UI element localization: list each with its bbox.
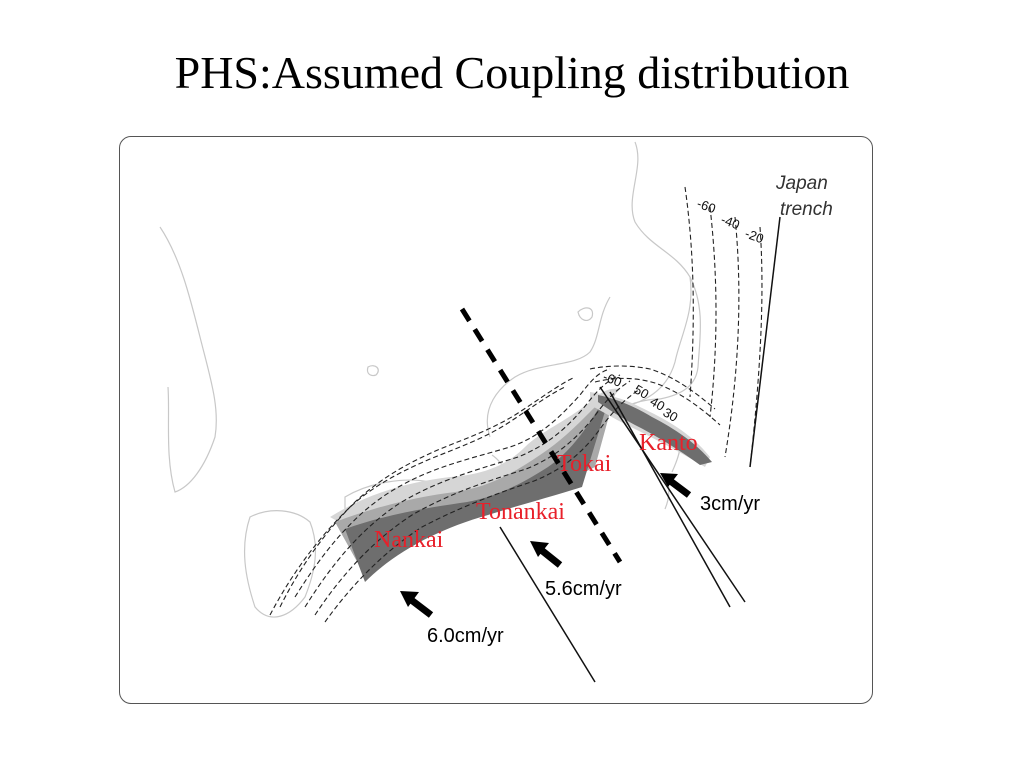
plate-lines (459, 216, 781, 683)
contour-line (294, 368, 611, 598)
region-label-kanto: Kanto (639, 430, 698, 456)
sado-island (577, 307, 594, 322)
contour-line (749, 226, 763, 468)
tonankai-velocity-arrow (530, 541, 563, 568)
trench-contour-label: -20 (743, 226, 766, 247)
trench-contour-label: -40 (719, 212, 742, 233)
phs-contour-label: 40 (648, 394, 668, 414)
phs-contour-label: -60 (601, 369, 624, 390)
coupling-zone-light (330, 388, 620, 537)
region-label-tonankai: Tonankai (476, 499, 565, 525)
rate-label-nankai: 6.0cm/yr (427, 625, 504, 647)
kanto-zone-dark (598, 395, 712, 465)
velocity-arrows (400, 473, 692, 618)
kanto-velocity-arrow (660, 473, 692, 498)
contour-line (324, 388, 641, 623)
korea-coast (159, 226, 217, 493)
contour-line (314, 380, 631, 616)
nankai-boundary-line (499, 526, 596, 683)
contour-line (304, 374, 621, 608)
phs-contour-label: 30 (661, 405, 681, 425)
oki-islands (366, 365, 379, 377)
contour-line (594, 377, 721, 426)
japan-trench-line (749, 216, 781, 468)
coupling-map: Japan trench -60 -40 -20 -60 50 40 30 Ka… (159, 141, 833, 683)
region-label-tokai: Tokai (557, 451, 612, 477)
contour-line (724, 216, 740, 458)
region-label-nankai: Nankai (374, 527, 444, 553)
rate-label-kanto: 3cm/yr (700, 493, 760, 515)
contour-line (279, 376, 576, 608)
nankai-velocity-arrow (400, 591, 434, 618)
trench-label-line1: Japan (775, 173, 828, 194)
segment-boundary-dashed (459, 307, 623, 564)
depth-contours (269, 186, 763, 623)
map-panel: Japan trench -60 -40 -20 -60 50 40 30 Ka… (119, 136, 873, 704)
honshu-coast-east (659, 276, 701, 400)
contour-line (269, 386, 566, 616)
contour-line (709, 206, 717, 418)
contour-line (589, 365, 716, 410)
trench-contour-label: -60 (695, 196, 718, 217)
kanto-boundary-line (609, 391, 731, 608)
map-labels: Japan trench -60 -40 -20 -60 50 40 30 Ka… (374, 173, 833, 647)
trench-label-line2: trench (780, 199, 833, 220)
contour-line (684, 186, 694, 398)
phs-contour-label: 50 (632, 382, 652, 402)
japan-sea-coast (486, 296, 611, 438)
rate-label-tonankai: 5.6cm/yr (545, 578, 622, 600)
kyushu-coast (243, 510, 316, 618)
coupling-zone-dark (345, 395, 610, 582)
tokai-boundary-line (599, 386, 746, 603)
slide-title: PHS:Assumed Coupling distribution (174, 47, 850, 98)
